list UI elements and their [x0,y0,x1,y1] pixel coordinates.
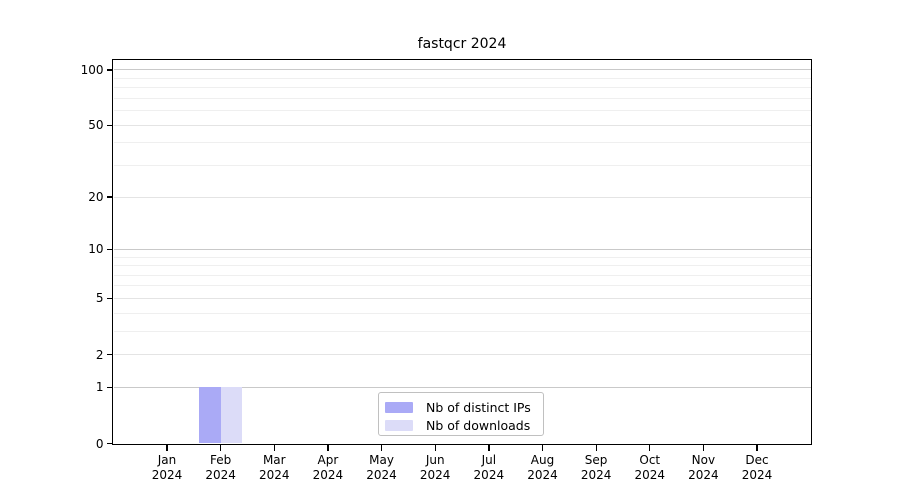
x-tick-mark [434,445,436,451]
y-tick-label: 10 [88,242,104,257]
x-tick-mark [756,445,758,451]
x-tick-label: Nov 2024 [688,452,719,483]
x-tick-label: Mar 2024 [258,452,290,483]
y-minor-gridline [113,97,811,99]
y-gridline [113,354,811,356]
y-tick-mark [106,442,113,445]
y-tick-mark [106,353,113,356]
legend-label-distinct-ips: Nb of distinct IPs [426,399,531,415]
x-tick-mark [488,445,490,451]
y-minor-gridline [113,77,811,79]
y-tick-mark [106,386,113,389]
x-tick-label: May 2024 [366,452,397,483]
x-tick-label: Jun 2024 [419,452,451,483]
y-tick-mark [106,196,113,198]
y-minor-gridline [113,110,811,112]
y-tick-label: 0 [95,436,104,451]
y-tick-mark [106,297,113,300]
x-tick-label: Jul 2024 [473,452,505,483]
legend-swatch-distinct-ips [385,401,413,413]
y-tick-label: 100 [80,62,104,77]
x-tick-label: Dec 2024 [741,452,773,483]
y-minor-gridline [113,142,811,144]
chart-title: fastqcr 2024 [417,36,507,52]
y-tick-label: 50 [88,118,104,133]
y-gridline [113,69,811,71]
y-tick-mark [106,248,113,251]
y-tick-mark [106,124,113,126]
y-minor-gridline [113,256,811,258]
x-tick-mark [166,445,168,451]
legend-item-downloads: Nb of downloads [385,417,535,433]
x-tick-mark [649,445,651,451]
y-minor-gridline [113,285,811,287]
y-minor-gridline [113,87,811,89]
y-gridline [113,248,811,250]
y-gridline [113,124,811,126]
y-minor-gridline [113,312,811,314]
y-minor-gridline [113,330,811,332]
y-tick-label: 5 [95,291,104,306]
x-tick-label: Aug 2024 [527,452,558,483]
x-tick-label: Jan 2024 [151,452,183,483]
y-gridline [113,196,811,198]
x-tick-label: Apr 2024 [312,452,344,483]
x-tick-mark [595,445,597,451]
legend: Nb of distinct IPs Nb of downloads [378,392,544,436]
x-tick-mark [273,445,275,451]
x-tick-mark [327,445,329,451]
x-tick-mark [541,445,544,451]
bar-feb-downloads [220,387,243,444]
legend-label-downloads: Nb of downloads [426,417,531,433]
x-tick-label: Oct 2024 [634,452,666,483]
y-tick-label: 1 [95,380,104,395]
bar-feb-distinct-ips [199,387,221,444]
y-minor-gridline [113,165,811,167]
legend-item-distinct-ips: Nb of distinct IPs [385,399,535,415]
y-minor-gridline [113,265,811,267]
y-minor-gridline [113,274,811,276]
x-tick-mark [380,445,383,451]
y-gridline [113,297,811,299]
y-tick-label: 2 [95,347,104,362]
x-tick-label: Feb 2024 [205,452,236,483]
legend-swatch-downloads [385,419,413,431]
x-tick-mark [220,445,222,451]
x-tick-mark [702,445,705,451]
y-gridline [113,386,811,388]
x-tick-label: Sep 2024 [580,452,612,483]
y-tick-label: 20 [88,190,104,205]
y-tick-mark [106,69,113,71]
